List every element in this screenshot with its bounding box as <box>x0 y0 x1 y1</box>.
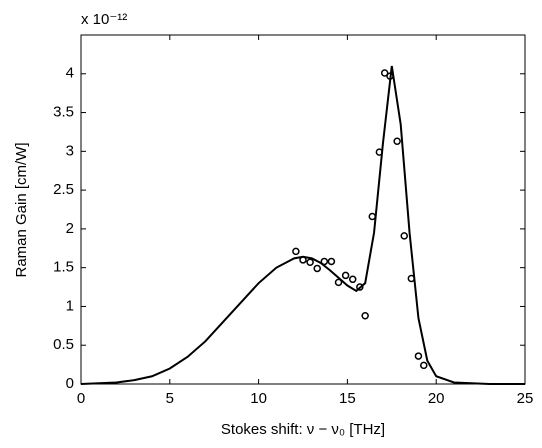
data-point <box>386 72 394 80</box>
data-point <box>368 212 377 221</box>
plot-frame <box>80 34 526 385</box>
data-point <box>327 257 336 266</box>
y-tick-label: 2 <box>66 220 74 237</box>
axis-multiplier: x 10⁻¹² <box>81 11 127 28</box>
data-point <box>341 271 350 280</box>
y-tick-label: 1.5 <box>53 259 74 276</box>
x-tick-label: 25 <box>517 390 534 407</box>
x-tick-label: 20 <box>428 390 445 407</box>
data-point <box>407 274 416 283</box>
data-point <box>375 148 384 156</box>
data-point <box>292 247 300 256</box>
data-point <box>334 278 343 287</box>
data-point <box>361 312 369 320</box>
y-tick-label: 4 <box>66 65 74 82</box>
y-tick-label: 0 <box>66 375 74 392</box>
x-tick-label: 0 <box>77 390 85 407</box>
data-point <box>348 275 357 284</box>
data-point <box>420 361 428 370</box>
data-point <box>313 264 321 273</box>
data-point <box>393 137 401 146</box>
y-tick-label: 3.5 <box>53 104 74 121</box>
data-point <box>356 283 364 291</box>
y-tick-label: 2.5 <box>53 181 74 198</box>
y-axis-label: Raman Gain [cm/W] <box>13 142 30 277</box>
data-point <box>320 257 329 266</box>
y-tick-label: 0.5 <box>53 336 74 353</box>
x-tick-label: 10 <box>250 390 267 407</box>
x-tick-label: 5 <box>166 390 174 407</box>
x-axis-label: Stokes shift: ν − ν₀ [THz] <box>221 421 385 438</box>
data-point <box>380 69 389 77</box>
y-tick-label: 1 <box>66 297 74 314</box>
y-tick-label: 3 <box>66 142 74 159</box>
data-point <box>306 258 314 266</box>
data-point <box>299 256 307 264</box>
fit-curve <box>80 65 525 385</box>
data-point <box>414 352 423 360</box>
data-point <box>400 232 408 240</box>
x-tick-label: 15 <box>339 390 356 407</box>
